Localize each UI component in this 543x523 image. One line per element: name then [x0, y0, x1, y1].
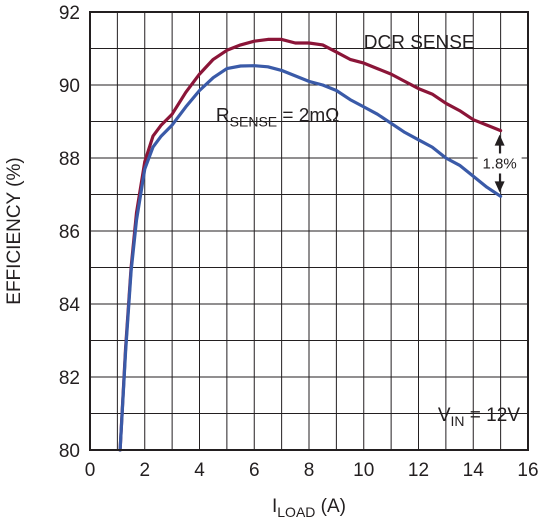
grid-lines: [90, 12, 528, 450]
x-tick-label: 8: [304, 460, 315, 481]
delta-arrow-head-down: [494, 181, 505, 193]
y-tick-label: 86: [59, 222, 80, 243]
x-axis-title-main: I: [272, 496, 277, 517]
series-line-dcr-sense: [118, 37, 503, 452]
y-tick-label: 80: [59, 441, 80, 462]
x-tick-label: 10: [353, 460, 374, 481]
rsense-sub: SENSE: [230, 114, 277, 130]
x-tick-label: 4: [194, 460, 205, 481]
vin-label: VIN = 12V: [438, 405, 520, 429]
series-label-dcr-sense: DCR SENSE: [364, 33, 475, 54]
y-tick-labels: 80 82 84 86 88 90 92: [59, 3, 81, 462]
x-tick-label: 0: [85, 460, 96, 481]
vin-sub: IN: [451, 413, 465, 429]
y-tick-label: 84: [59, 295, 81, 316]
x-tick-label: 6: [249, 460, 260, 481]
delta-label-background: [477, 153, 522, 174]
x-axis-title-sub: LOAD: [277, 504, 315, 520]
plot-frame: [89, 11, 529, 451]
y-axis-title: EFFICIENCY (%): [4, 157, 25, 304]
series-label-rsense: RSENSE = 2mΩ: [216, 106, 339, 130]
rsense-rest: = 2mΩ: [277, 106, 339, 127]
vin-rest: = 12V: [465, 405, 521, 426]
x-tick-label: 14: [463, 460, 485, 481]
vin-main: V: [438, 405, 451, 426]
y-tick-label: 88: [59, 149, 80, 170]
y-tick-label: 92: [59, 3, 80, 24]
rsense-main: R: [216, 106, 230, 127]
x-axis-title: ILOAD (A): [272, 496, 346, 520]
series-line-rsense: [118, 64, 503, 452]
x-axis-title-unit: (A): [315, 496, 346, 517]
x-tick-labels: 0 2 4 6 8 10 12 14 16: [85, 460, 539, 481]
x-tick-label: 16: [517, 460, 538, 481]
y-tick-label: 82: [59, 368, 80, 389]
x-tick-label: 2: [139, 460, 150, 481]
delta-arrow-head-up: [494, 134, 505, 146]
y-tick-label: 90: [59, 76, 80, 97]
x-tick-label: 12: [408, 460, 429, 481]
series-lines: [118, 37, 503, 452]
delta-label: 1.8%: [483, 155, 517, 172]
